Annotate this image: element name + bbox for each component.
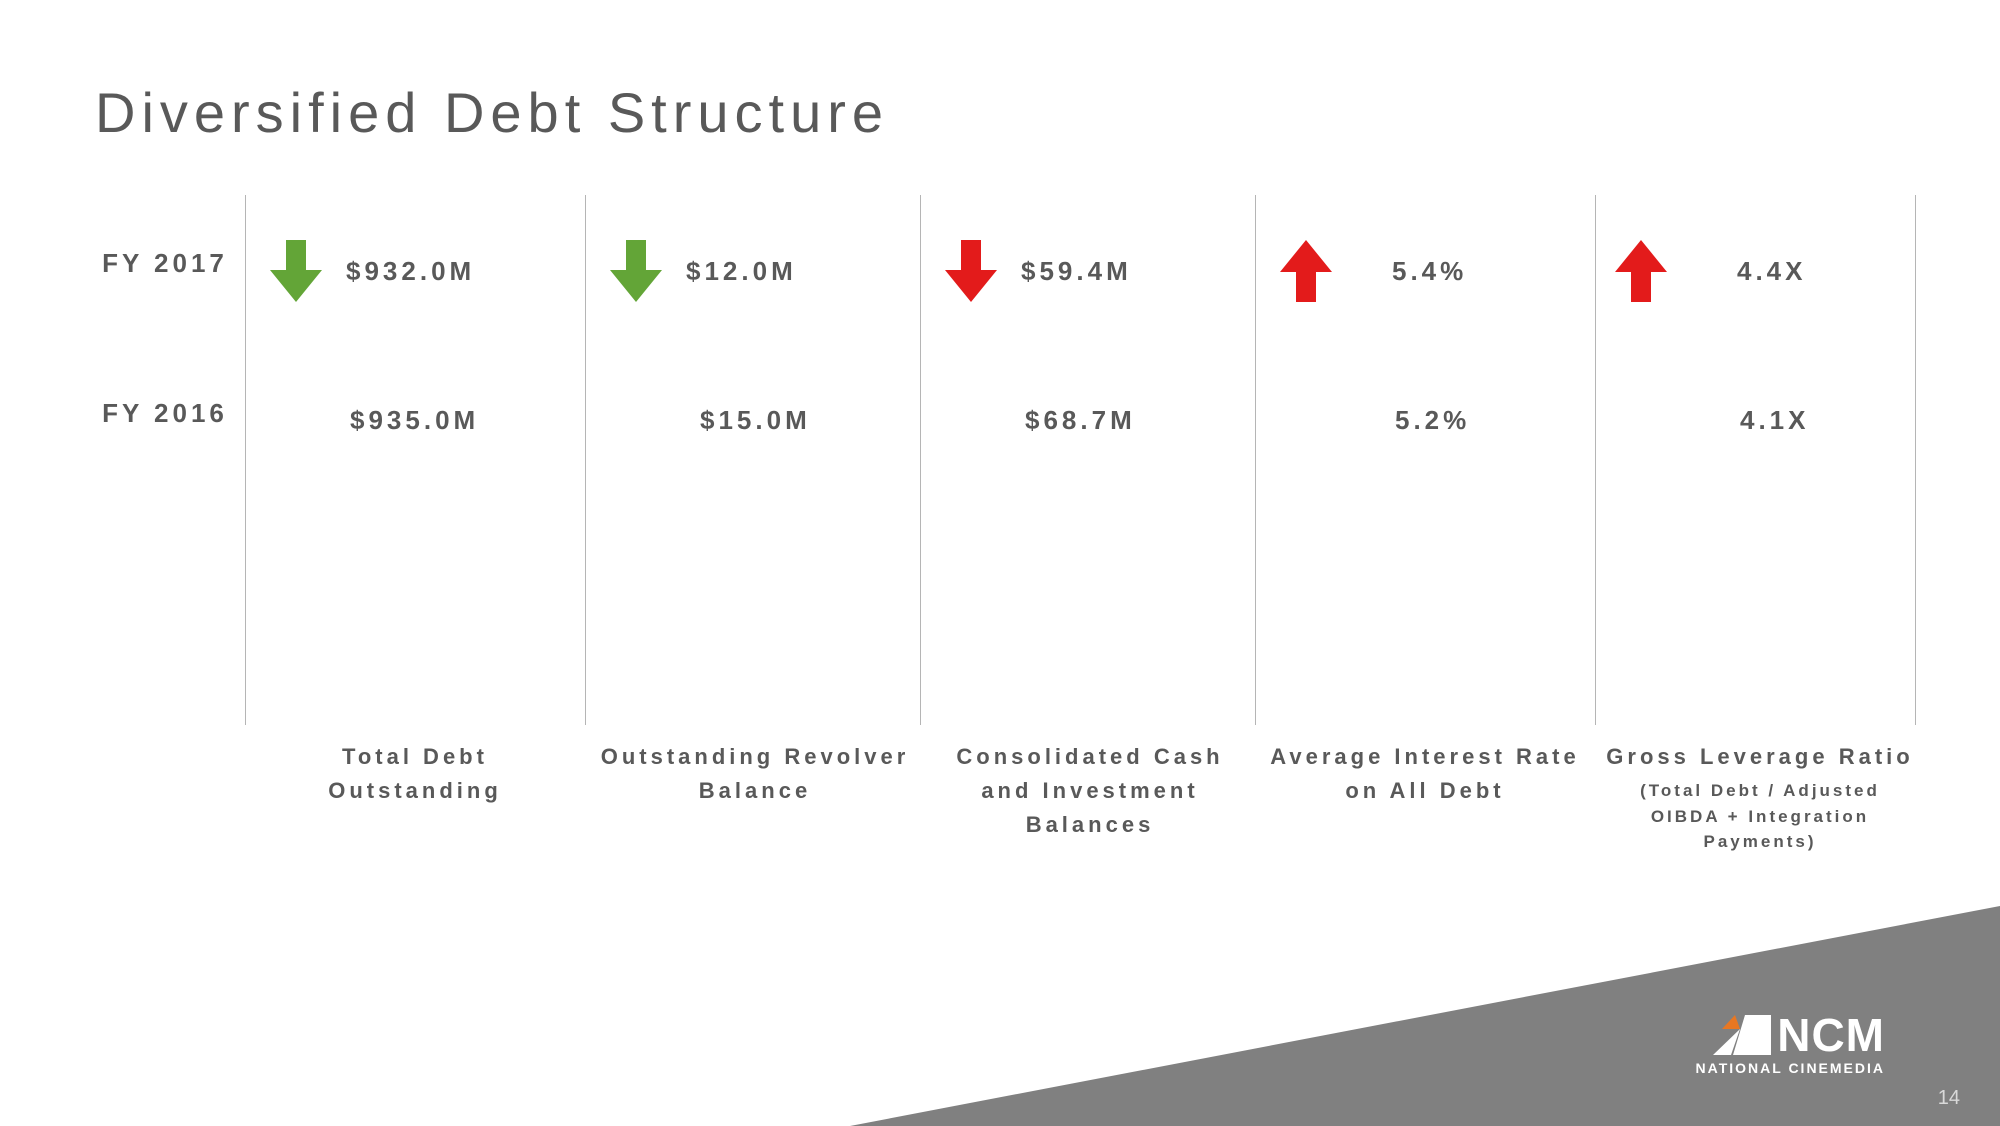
cell-2017-0: $932.0M: [270, 240, 475, 302]
col-label-1: Outstanding Revolver Balance: [600, 740, 910, 808]
col-label-0: Total Debt Outstanding: [260, 740, 570, 808]
divider-3: [1255, 195, 1256, 725]
value-2016-1: $15.0M: [700, 405, 811, 436]
logo: NCM NATIONAL CINEMEDIA: [1696, 1012, 1885, 1076]
row-label-fy2017: FY 2017: [95, 245, 235, 281]
arrow-up-icon: [1280, 240, 1332, 302]
value-2016-2: $68.7M: [1025, 405, 1136, 436]
value-2017-0: $932.0M: [346, 256, 475, 287]
col-label-3: Average Interest Rate on All Debt: [1270, 740, 1580, 808]
arrow-down-icon: [270, 240, 322, 302]
cell-2017-2: $59.4M: [945, 240, 1132, 302]
divider-0: [245, 195, 246, 725]
value-2017-3: 5.4%: [1392, 256, 1467, 287]
value-2016-3: 5.2%: [1395, 405, 1470, 436]
cell-2017-1: $12.0M: [610, 240, 797, 302]
col-label-2: Consolidated Cash and Investment Balance…: [935, 740, 1245, 842]
value-2016-4: 4.1X: [1740, 405, 1810, 436]
row-label-fy2016: FY 2016: [95, 395, 235, 431]
logo-subtext: NATIONAL CINEMEDIA: [1696, 1060, 1885, 1076]
col-sublabel-4: (Total Debt / Adjusted OIBDA + Integrati…: [1605, 778, 1915, 855]
divider-2: [920, 195, 921, 725]
page-number: 14: [1938, 1087, 1960, 1110]
col-label-4-text: Gross Leverage Ratio: [1606, 744, 1913, 769]
value-2016-0: $935.0M: [350, 405, 479, 436]
data-grid: FY 2017 FY 2016 $932.0M $12.0M $59.4M 5.…: [95, 195, 1915, 725]
slide-title: Diversified Debt Structure: [95, 80, 889, 145]
value-2017-1: $12.0M: [686, 256, 797, 287]
logo-text: NCM: [1777, 1012, 1885, 1058]
divider-1: [585, 195, 586, 725]
divider-4: [1595, 195, 1596, 725]
divider-5: [1915, 195, 1916, 725]
arrow-down-icon: [945, 240, 997, 302]
value-2017-2: $59.4M: [1021, 256, 1132, 287]
arrow-up-icon: [1615, 240, 1667, 302]
value-2017-4: 4.4X: [1737, 256, 1807, 287]
arrow-down-icon: [610, 240, 662, 302]
col-label-4: Gross Leverage Ratio (Total Debt / Adjus…: [1605, 740, 1915, 855]
cell-2017-4: 4.4X: [1615, 240, 1807, 302]
logo-mark-icon: [1713, 1015, 1771, 1055]
cell-2017-3: 5.4%: [1280, 240, 1467, 302]
